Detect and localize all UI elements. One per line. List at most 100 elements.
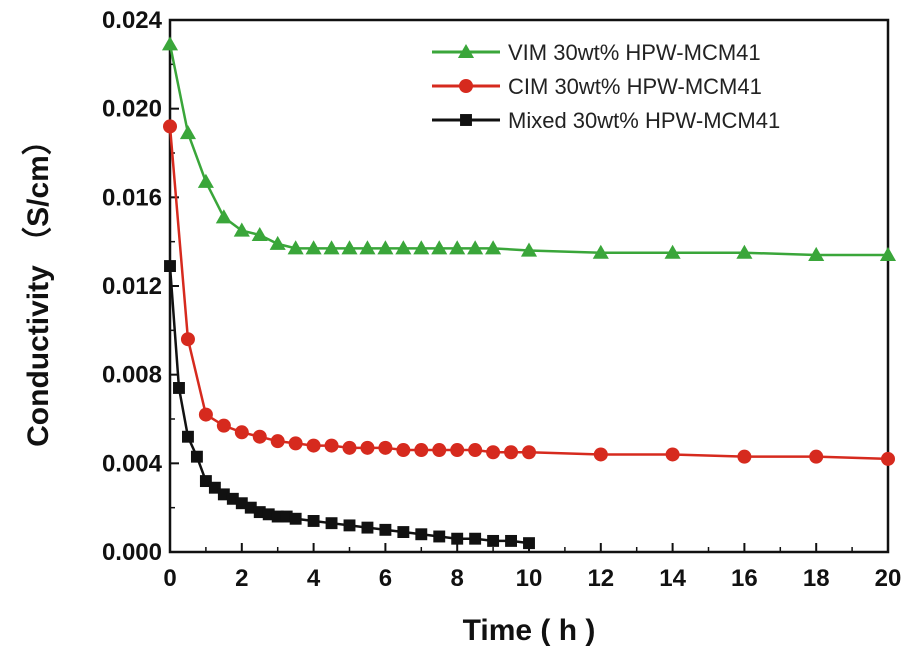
x-tick-label: 0 <box>163 565 176 592</box>
vim-data-point <box>179 125 196 140</box>
cim-data-point <box>737 449 752 464</box>
legend-marker <box>459 79 473 93</box>
mixed-data-point <box>208 481 221 494</box>
mixed-data-point <box>173 382 185 394</box>
vim-data-point <box>233 222 250 237</box>
mixed-data-point <box>235 497 248 510</box>
mixed-data-point <box>199 475 212 488</box>
y-tick-label: 0.020 <box>102 96 162 123</box>
cim-data-point <box>324 438 339 453</box>
mixed-data-point <box>397 526 410 538</box>
mixed-series-line <box>168 265 530 545</box>
x-axis-ticks: 0 2 4 6 8 10 12 14 16 18 20 <box>163 543 901 592</box>
mixed-data-point <box>217 488 230 501</box>
vim-data-point <box>431 240 448 255</box>
mixed-data-point <box>289 512 302 525</box>
legend: VIM 30wt% HPW-MCM41 CIM 30wt% HPW-MCM41 Mi… <box>432 40 780 133</box>
legend-label: CIM 30wt% HPW-MCM41 <box>508 74 762 99</box>
cim-data-point <box>306 438 321 453</box>
cim-data-point <box>396 443 411 458</box>
y-axis-ticks: 0.000 0.004 0.008 0.012 0.016 0.020 0.024 <box>102 7 179 566</box>
x-tick-label: 12 <box>587 565 614 592</box>
cim-data-point <box>881 451 895 466</box>
vim-data-point <box>377 240 394 255</box>
mixed-data-point <box>244 501 257 514</box>
cim-data-point <box>163 119 177 134</box>
y-tick-label: 0.004 <box>102 450 163 477</box>
vim-data-point <box>808 246 825 262</box>
cim-data-point <box>216 418 231 433</box>
cim-data-point <box>288 436 303 451</box>
mixed-data-point <box>164 260 176 272</box>
mixed-data-point <box>451 532 464 545</box>
mixed-data-point <box>280 510 293 523</box>
legend-label: Mixed 30wt% HPW-MCM41 <box>508 108 780 133</box>
vim-data-point <box>413 240 430 255</box>
cim-data-point <box>198 407 213 422</box>
x-tick-label: 20 <box>875 565 902 592</box>
mixed-data-point <box>253 506 266 519</box>
cim-data-point <box>414 443 429 458</box>
mixed-data-point <box>182 430 194 443</box>
legend-item-cim: CIM 30wt% HPW-MCM41 <box>432 74 762 99</box>
cim-data-point <box>593 447 608 462</box>
mixed-data-point <box>262 508 275 521</box>
y-tick-label: 0.012 <box>102 273 162 300</box>
x-tick-label: 14 <box>659 565 686 592</box>
legend-label: VIM 30wt% HPW-MCM41 <box>508 40 761 65</box>
legend-marker <box>457 43 475 59</box>
mixed-data-point <box>190 450 203 463</box>
y-tick-label: 0.008 <box>102 362 162 389</box>
x-axis-title: Time ( h ) <box>463 614 596 647</box>
cim-data-point <box>504 445 519 460</box>
series-layer <box>161 36 897 550</box>
mixed-data-point <box>226 492 239 505</box>
vim-data-point <box>395 240 412 255</box>
vim-data-point <box>520 242 538 257</box>
cim-data-point <box>486 445 501 460</box>
vim-data-point <box>736 244 753 259</box>
y-axis-title: Conductivity （S/cm） <box>21 125 55 447</box>
mixed-data-point <box>343 519 356 532</box>
vim-data-point <box>161 36 179 51</box>
vim-data-point <box>879 246 897 262</box>
x-tick-label: 8 <box>451 565 464 592</box>
vim-data-point <box>359 240 376 255</box>
vim-data-point <box>485 240 502 255</box>
plot-border <box>168 18 890 554</box>
mixed-data-point <box>523 537 535 550</box>
vim-data-point <box>287 240 304 255</box>
cim-data-point <box>432 443 447 458</box>
x-tick-label: 6 <box>379 565 392 592</box>
vim-data-point <box>664 244 681 259</box>
vim-data-point <box>592 244 609 259</box>
mixed-data-point <box>469 532 482 545</box>
mixed-data-point <box>415 528 428 541</box>
y-tick-label: 0.016 <box>102 184 162 211</box>
x-tick-label: 18 <box>803 565 830 592</box>
legend-item-mixed: Mixed 30wt% HPW-MCM41 <box>432 108 780 133</box>
vim-series <box>161 36 897 262</box>
mixed-data-point <box>325 517 338 530</box>
x-tick-label: 4 <box>307 565 321 592</box>
cim-data-point <box>252 429 267 444</box>
cim-data-point <box>270 434 285 449</box>
vim-data-point <box>305 240 322 255</box>
mixed-series <box>164 260 535 550</box>
cim-data-point <box>468 443 483 458</box>
mixed-data-point <box>505 534 517 547</box>
cim-data-point <box>809 449 824 464</box>
vim-data-point <box>215 209 232 224</box>
cim-series-line <box>168 126 889 461</box>
legend-marker <box>460 114 472 126</box>
x-tick-label: 10 <box>516 565 543 592</box>
vim-data-point <box>323 240 340 255</box>
plot-frame <box>168 18 890 554</box>
vim-data-point <box>197 173 214 188</box>
mixed-data-point <box>433 530 446 543</box>
cim-data-point <box>522 445 536 460</box>
vim-data-point <box>251 226 268 242</box>
cim-data-point <box>342 440 357 455</box>
mixed-data-point <box>307 515 320 527</box>
